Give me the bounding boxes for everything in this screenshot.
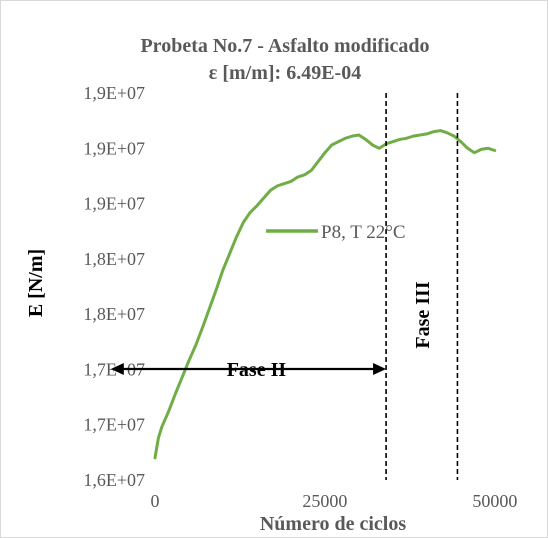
y-tick-label: 1,9E+07 xyxy=(83,138,145,158)
fase-iii-label: Fase III xyxy=(412,281,434,348)
y-tick-label: 1,6E+07 xyxy=(83,470,145,490)
series-line xyxy=(153,129,497,460)
phase-annotations: Fase II Fase III xyxy=(110,281,434,381)
legend-label: P8, T 22°C xyxy=(321,222,406,243)
y-tick-labels: 1,6E+071,7E+071,7E+071,8E+071,8E+071,9E+… xyxy=(83,83,145,490)
y-tick-label: 1,9E+07 xyxy=(83,194,145,214)
x-axis-title: Número de ciclos xyxy=(260,513,406,535)
x-tick-label: 0 xyxy=(151,491,160,511)
x-tick-label: 50000 xyxy=(472,491,517,511)
y-axis-title-group: E [N/m] xyxy=(25,249,47,317)
fase-ii-label: Fase II xyxy=(227,359,287,381)
x-tick-labels: 0 25000 50000 xyxy=(151,491,518,511)
x-tick-label: 25000 xyxy=(302,491,347,511)
y-tick-label: 1,8E+07 xyxy=(83,304,145,324)
legend: P8, T 22°C xyxy=(266,222,406,243)
chart-subtitle: ε [m/m]: 6.49E-04 xyxy=(209,62,361,84)
chart-title: Probeta No.7 - Asfalto modificado xyxy=(140,35,429,57)
y-tick-label: 1,8E+07 xyxy=(83,249,145,269)
y-axis-title: E [N/m] xyxy=(25,249,47,317)
series-layer xyxy=(153,129,497,460)
y-tick-label: 1,9E+07 xyxy=(83,83,145,103)
fase-ii-arrowhead-right xyxy=(373,363,387,375)
fase-ii-arrowhead-left xyxy=(110,363,124,375)
phase-divider-lines xyxy=(385,93,459,480)
y-tick-label: 1,7E+07 xyxy=(83,415,145,435)
